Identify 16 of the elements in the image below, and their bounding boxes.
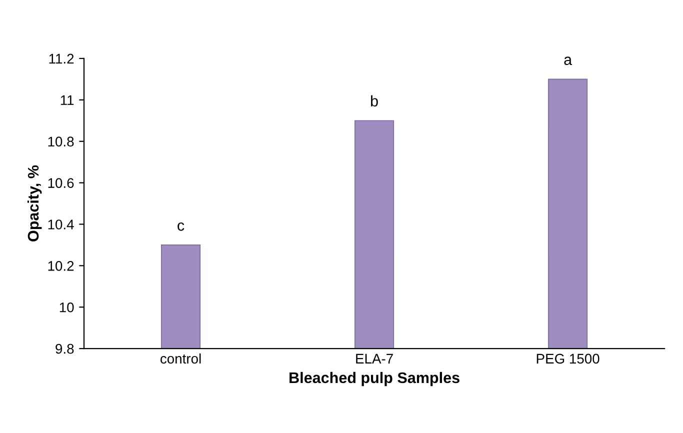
y-tick-label: 10.8	[48, 136, 74, 147]
y-tick-label: 10.2	[48, 261, 74, 271]
y-tick-label: 11	[60, 95, 74, 105]
y-tick-label: 10	[60, 302, 74, 312]
x-tick-label: control	[160, 353, 201, 364]
x-tick-label: ELA-7	[356, 354, 393, 364]
x-axis-title: Bleached pulp Samples	[290, 372, 460, 386]
y-tick-label: 10.4	[48, 220, 74, 230]
y-tick-label: 11.2	[49, 54, 74, 64]
x-tick-label: PEG 1500	[536, 354, 600, 364]
y-axis-title: Opacity, %	[27, 165, 42, 242]
y-tick-label: 9.8	[56, 344, 74, 354]
annotation: a	[564, 56, 572, 66]
y-tick-label: 10.6	[48, 178, 74, 188]
annotation: b	[371, 95, 378, 106]
annotation: c	[178, 222, 184, 231]
